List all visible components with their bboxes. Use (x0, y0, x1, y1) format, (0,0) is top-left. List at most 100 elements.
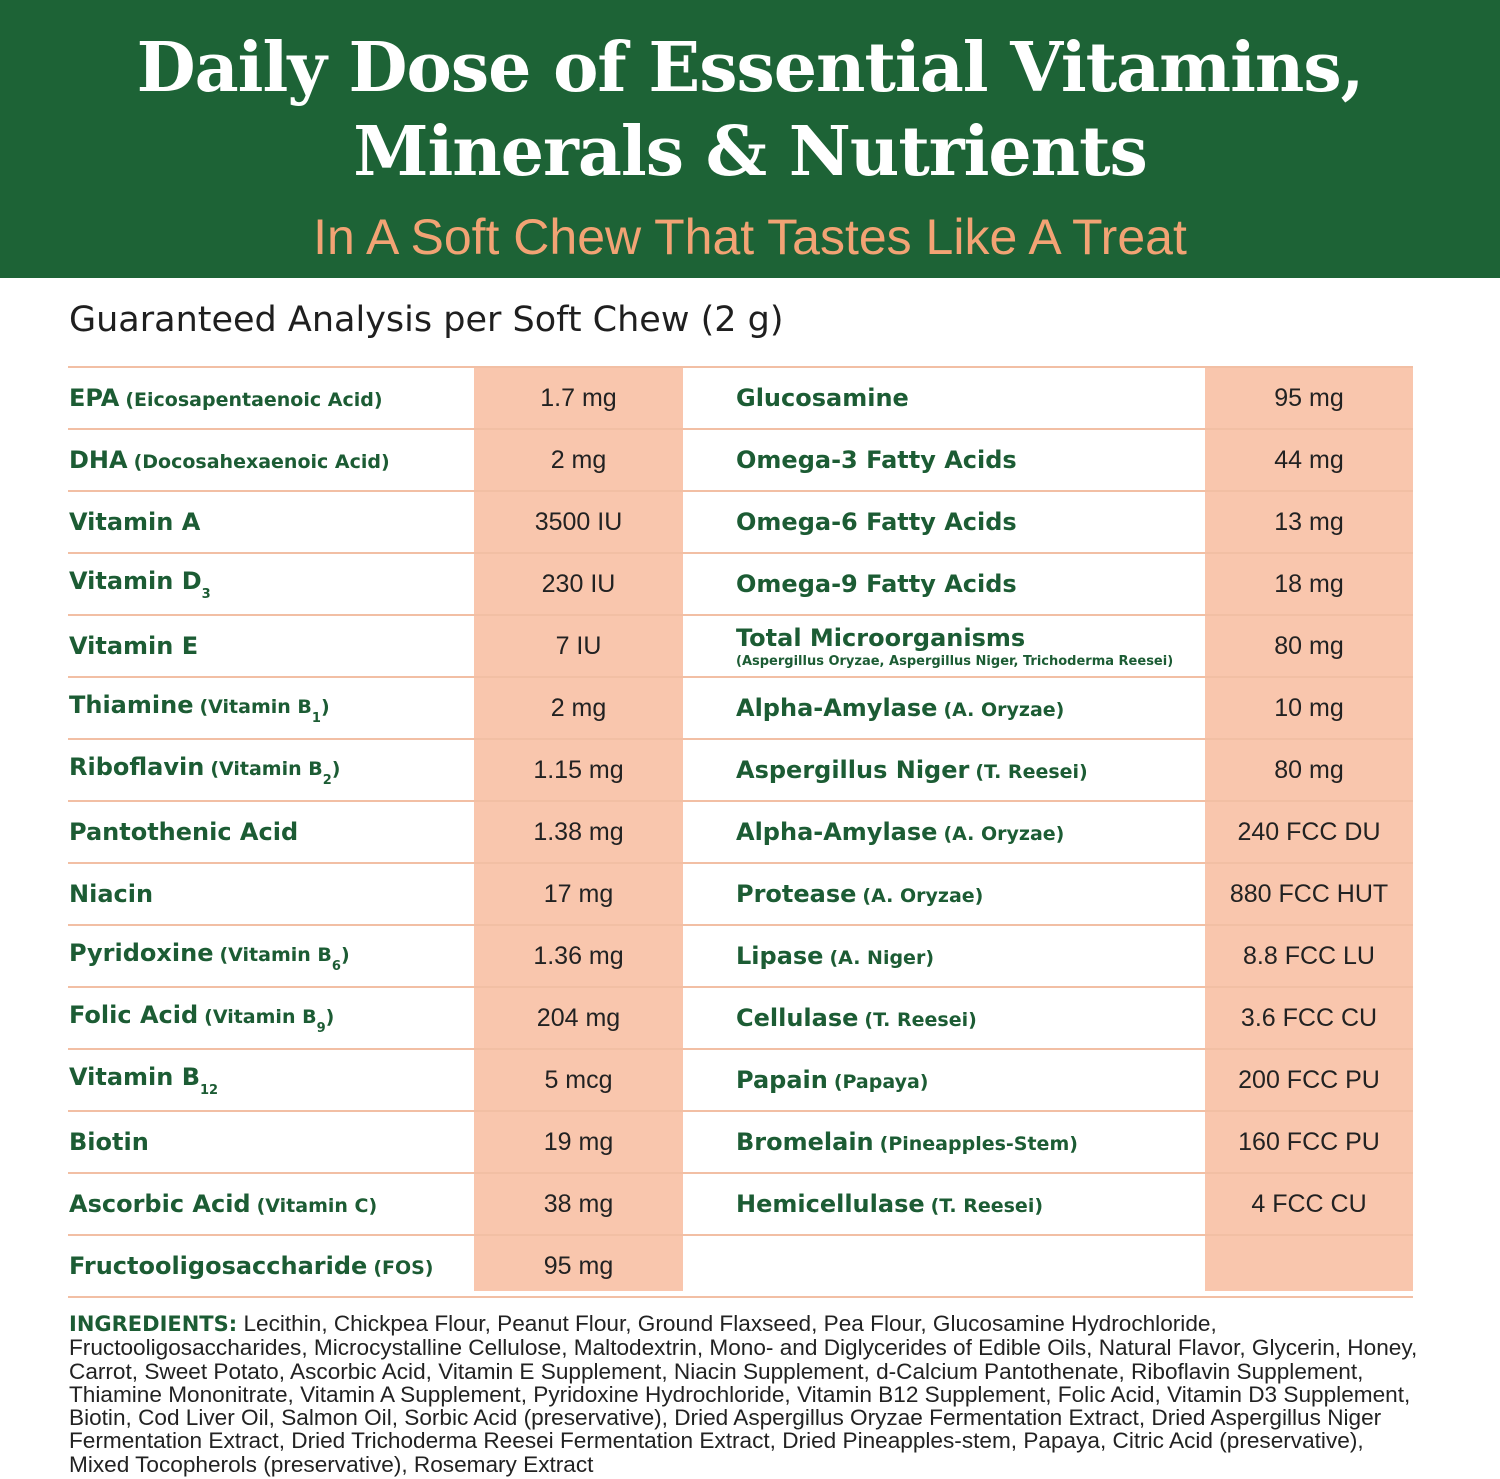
amount: 1.36 mg (533, 941, 624, 970)
label-main: Lipase (736, 942, 824, 970)
label: DHA (Docosahexaenoic Acid) (69, 446, 390, 474)
label-main: Ascorbic Acid (69, 1190, 251, 1218)
label-main: Riboflavin (69, 752, 205, 781)
amount: 17 mg (543, 879, 614, 908)
row-label: Aspergillus Niger (T. Reesei) (736, 739, 1088, 801)
amount: 200 FCC PU (1238, 1065, 1380, 1094)
label-note: (Docosahexaenoic Acid) (133, 451, 390, 473)
ingredients: INGREDIENTS: Lecithin, Chickpea Flour, P… (69, 1312, 1429, 1476)
row-label: Riboflavin (Vitamin B2) (69, 739, 340, 801)
label: Vitamin E (69, 632, 198, 660)
amount: 240 FCC DU (1237, 817, 1381, 846)
row-label: Bromelain (Pineapples-Stem) (736, 1111, 1078, 1173)
row-divider (68, 676, 1413, 678)
label-note: (FOS) (373, 1257, 434, 1279)
amount: 44 mg (1274, 445, 1344, 474)
label: EPA (Eicosapentaenoic Acid) (69, 384, 383, 412)
label: Total Microorganisms (Aspergillus Oryzae,… (736, 624, 1173, 669)
amount: 2 mg (550, 693, 607, 722)
label-main: Vitamin B (69, 1062, 201, 1091)
subtitle: In A Soft Chew That Tastes Like A Treat (313, 209, 1187, 265)
row-label: Omega-9 Fatty Acids (736, 553, 1017, 615)
label: Aspergillus Niger (T. Reesei) (736, 756, 1088, 784)
row-label: Vitamin D3 (69, 553, 211, 615)
row-label: Alpha-Amylase (A. Oryzae) (736, 677, 1064, 739)
amount: 80 mg (1274, 755, 1344, 784)
label-main: Alpha-Amylase (736, 694, 938, 722)
label-main: Vitamin A (69, 508, 201, 536)
label: Omega-3 Fatty Acids (736, 446, 1017, 474)
label: Ascorbic Acid (Vitamin C) (69, 1190, 377, 1218)
label-main: Papain (736, 1066, 828, 1094)
label-main: Omega-6 Fatty Acids (736, 508, 1017, 536)
label-main: Thiamine (69, 690, 194, 719)
row-label: Pyridoxine (Vitamin B6) (69, 925, 350, 987)
label-note: (A. Oryzae) (943, 823, 1065, 845)
label-close: ) (340, 943, 350, 966)
row-label: Hemicellulase (T. Reesei) (736, 1173, 1043, 1235)
label-note: (T. Reesei) (930, 1195, 1044, 1217)
row-divider (68, 1172, 1413, 1174)
label: Pantothenic Acid (69, 818, 298, 846)
amount: 160 FCC PU (1238, 1127, 1380, 1156)
label-main: Vitamin E (69, 632, 199, 660)
row-label: Ascorbic Acid (Vitamin C) (69, 1173, 377, 1235)
label-main: Niacin (69, 880, 154, 908)
row-label: Glucosamine (736, 367, 909, 429)
row-divider (68, 428, 1413, 430)
label-note: (Vitamin B (210, 757, 323, 780)
amount: 95 mg (543, 1251, 614, 1280)
header: Daily Dose of Essential Vitamins, Minera… (0, 0, 1500, 278)
label-note: (Vitamin C) (256, 1195, 378, 1217)
label-main: Omega-3 Fatty Acids (736, 446, 1017, 474)
label-note: (T. Reesei) (864, 1009, 977, 1031)
row-label: DHA (Docosahexaenoic Acid) (69, 429, 390, 491)
label-sub: 3 (201, 586, 211, 602)
row-label: Fructooligosaccharide (FOS) (69, 1235, 434, 1297)
row-divider (68, 490, 1413, 492)
label: Niacin (69, 880, 153, 908)
row-label: Lipase (A. Niger) (736, 925, 934, 987)
label-note: (A. Niger) (829, 947, 934, 969)
title: Minerals & Nutrients (353, 112, 1148, 192)
amount: 4 FCC CU (1251, 1189, 1367, 1218)
label-sub: 9 (316, 1020, 326, 1036)
amount-column (474, 367, 683, 1291)
row-label: Niacin (69, 863, 153, 925)
row-divider (68, 614, 1413, 616)
label: Riboflavin (Vitamin B2) (69, 753, 340, 788)
row-label: EPA (Eicosapentaenoic Acid) (69, 367, 383, 429)
label-main: Hemicellulase (736, 1190, 925, 1218)
label-note: (Vitamin B (204, 1005, 317, 1028)
row-label: Cellulase (T. Reesei) (736, 987, 977, 1049)
amount: 10 mg (1274, 693, 1344, 722)
amount: 38 mg (543, 1189, 614, 1218)
label: Lipase (A. Niger) (736, 942, 934, 970)
row-divider (68, 924, 1413, 926)
label-main: Glucosamine (736, 384, 909, 412)
label: Glucosamine (736, 384, 909, 412)
row-label: Pantothenic Acid (69, 801, 298, 863)
label-main: Pyridoxine (69, 938, 214, 967)
row-divider (68, 986, 1413, 988)
title: Daily Dose of Essential Vitamins, (136, 28, 1365, 108)
amount: 2 mg (550, 445, 607, 474)
amount: 80 mg (1274, 631, 1344, 660)
label-sub: 1 (311, 710, 321, 726)
label: Hemicellulase (T. Reesei) (736, 1190, 1043, 1218)
label-note: (A. Oryzae) (943, 699, 1065, 721)
row-label: Papain (Papaya) (736, 1049, 928, 1111)
label-sub: 2 (322, 772, 332, 788)
row-label: Vitamin A (69, 491, 200, 553)
row-label: Protease (A. Oryzae) (736, 863, 983, 925)
label: Alpha-Amylase (A. Oryzae) (736, 818, 1064, 846)
row-label: Thiamine (Vitamin B1) (69, 677, 330, 739)
amount: 19 mg (543, 1127, 614, 1156)
row-label: Vitamin E (69, 615, 198, 677)
label-main: Fructooligosaccharide (69, 1252, 368, 1280)
label-note: (Papaya) (833, 1071, 929, 1093)
label-main: Cellulase (736, 1004, 859, 1032)
row-divider (68, 1234, 1413, 1236)
label-main: EPA (69, 384, 120, 412)
table-heading: Guaranteed Analysis per Soft Chew (2 g) (69, 300, 784, 340)
